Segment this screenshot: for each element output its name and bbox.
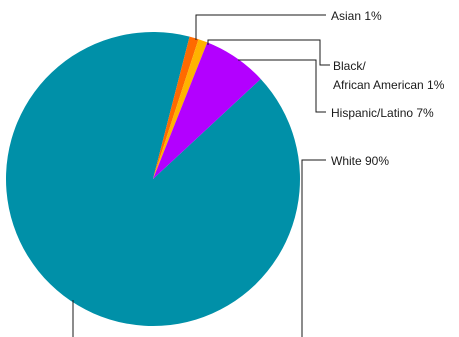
leader-line-black [207, 39, 330, 66]
label-white: White 90% [331, 154, 389, 168]
leader-line-hispanic [238, 59, 326, 113]
label-black-line2: African American 1% [333, 78, 445, 92]
pie-slice-1 [153, 36, 199, 180]
label-asian: Asian 1% [331, 9, 382, 23]
leader-line-white-right [301, 159, 326, 337]
leader-line-asian [195, 14, 326, 40]
label-hispanic: Hispanic/Latino 7% [331, 106, 434, 120]
label-black-line1: Black/ [333, 59, 366, 73]
pie-slices [5, 31, 300, 326]
pie-slice-0 [5, 31, 300, 326]
pie-slice-2 [153, 39, 208, 179]
pie-slice-3 [153, 42, 261, 179]
